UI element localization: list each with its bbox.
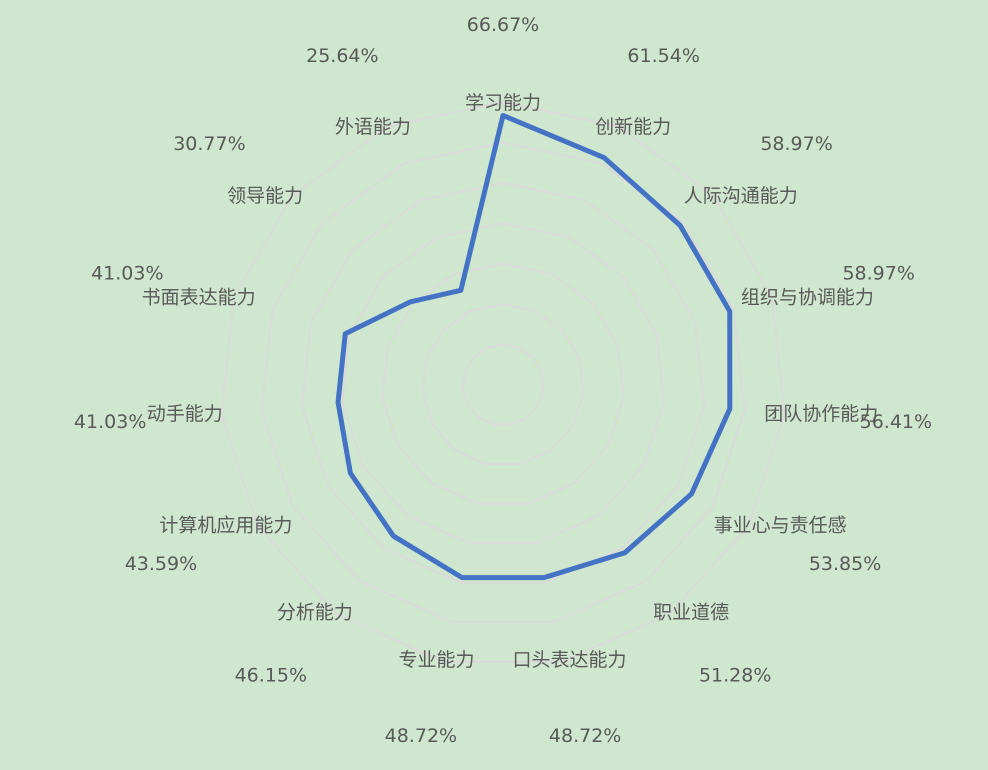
category-label: 团队协作能力 [764,403,878,425]
data-label: 43.59% [125,553,197,575]
category-label: 职业道德 [653,601,729,623]
data-label: 48.72% [385,725,457,747]
grid-ring [220,100,786,663]
grid-ring [260,141,746,624]
data-label: 61.54% [627,45,699,67]
category-label: 学习能力 [465,92,541,114]
category-label: 领导能力 [227,185,303,207]
grid-ring [341,222,665,545]
category-label: 人际沟通能力 [684,185,798,207]
category-label: 外语能力 [335,116,411,138]
category-label: 动手能力 [147,403,223,425]
data-label: 30.77% [173,133,245,155]
data-label: 41.03% [74,411,146,433]
category-label: 分析能力 [277,601,353,623]
data-label: 58.97% [760,133,832,155]
category-label: 专业能力 [398,649,474,671]
grid-ring [461,343,545,426]
data-label: 25.64% [306,45,378,67]
category-label: 书面表达能力 [142,286,256,308]
grid-ring [381,262,625,505]
data-label: 41.03% [91,262,163,284]
radar-line [335,112,733,581]
grid-ring [421,303,585,466]
category-label: 创新能力 [595,116,671,138]
data-label: 46.15% [235,664,307,686]
category-label: 口头表达能力 [513,649,627,671]
category-label: 事业心与责任感 [714,514,847,536]
data-label: 51.28% [699,664,771,686]
grid-ring [300,181,706,584]
data-label: 56.41% [860,411,932,433]
data-label: 58.97% [842,262,914,284]
data-label: 53.85% [809,553,881,575]
category-label: 组织与协调能力 [741,286,874,308]
data-label: 48.72% [549,725,621,747]
category-label: 计算机应用能力 [159,514,292,536]
data-label: 66.67% [467,14,539,36]
